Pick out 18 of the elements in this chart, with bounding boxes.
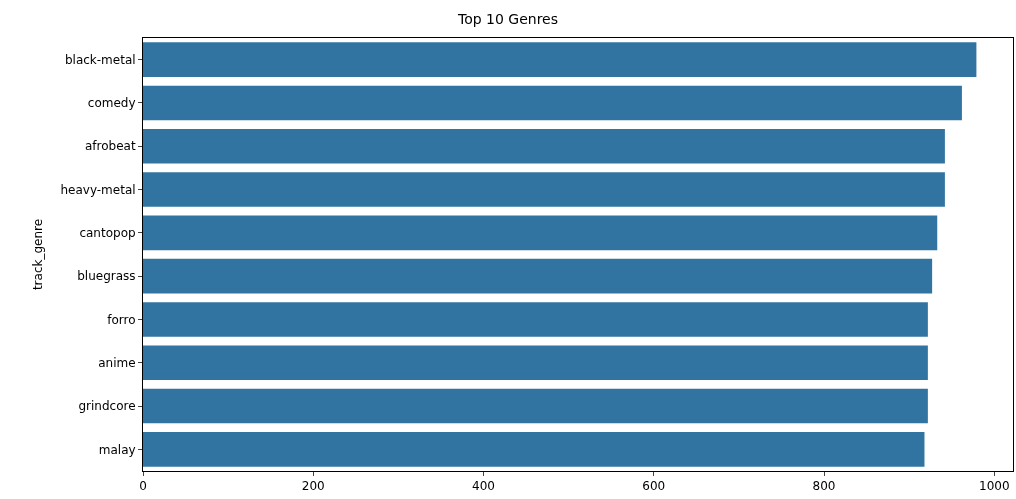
x-tick-label: 400: [472, 479, 495, 494]
y-tick-label: heavy-metal: [60, 182, 136, 197]
chart-title: Top 10 Genres: [456, 10, 559, 27]
y-tick-label: anime: [98, 355, 136, 370]
y-tick-label: cantopop: [79, 226, 136, 241]
x-tick-label: 600: [642, 479, 666, 494]
y-tick-label: afrobeat: [84, 139, 136, 154]
y-tick-label: malay: [98, 442, 136, 457]
y-tick-label: grindcore: [78, 399, 136, 414]
x-tick-label: 0: [139, 479, 147, 494]
y-tick-label: bluegrass: [77, 269, 136, 284]
y-tick-label: black-metal: [64, 52, 136, 67]
x-tick-label: 800: [812, 479, 836, 494]
x-tick-label: 200: [301, 479, 325, 494]
y-tick-label: comedy: [87, 96, 136, 111]
y-axis-title: track_genre: [30, 218, 45, 291]
y-tick-label: forro: [107, 312, 136, 327]
x-tick-label: 1000: [979, 479, 1010, 494]
